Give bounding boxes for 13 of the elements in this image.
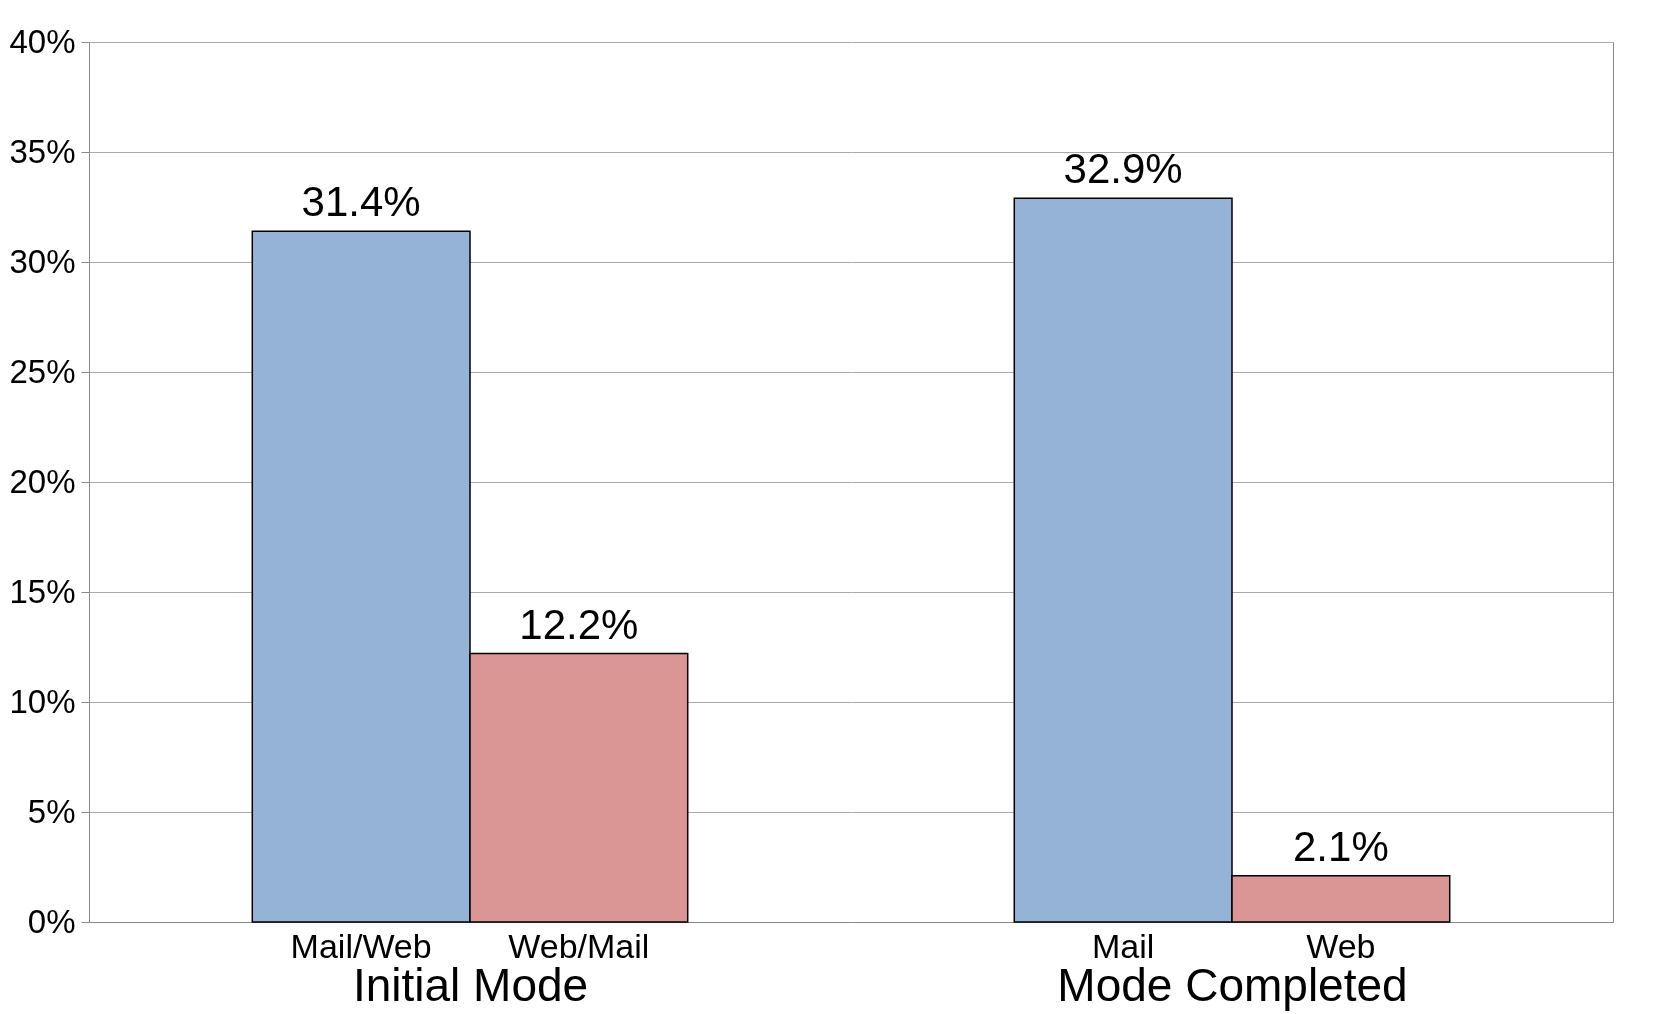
y-tick-label: 30% (9, 242, 76, 280)
y-tick-label: 10% (9, 682, 76, 720)
data-label: 12.2% (519, 600, 639, 648)
y-tick-label: 15% (9, 572, 76, 610)
data-label: 31.4% (301, 178, 421, 226)
y-tick-label: 25% (9, 352, 76, 390)
y-tick-label: 35% (9, 132, 76, 170)
data-label: 2.1% (1292, 822, 1389, 870)
y-tick-label: 5% (27, 792, 76, 830)
data-label: 32.9% (1063, 145, 1183, 193)
y-tick-label: 0% (27, 902, 76, 940)
y-tick-label: 20% (9, 462, 76, 500)
y-tick-label: 40% (9, 22, 76, 60)
